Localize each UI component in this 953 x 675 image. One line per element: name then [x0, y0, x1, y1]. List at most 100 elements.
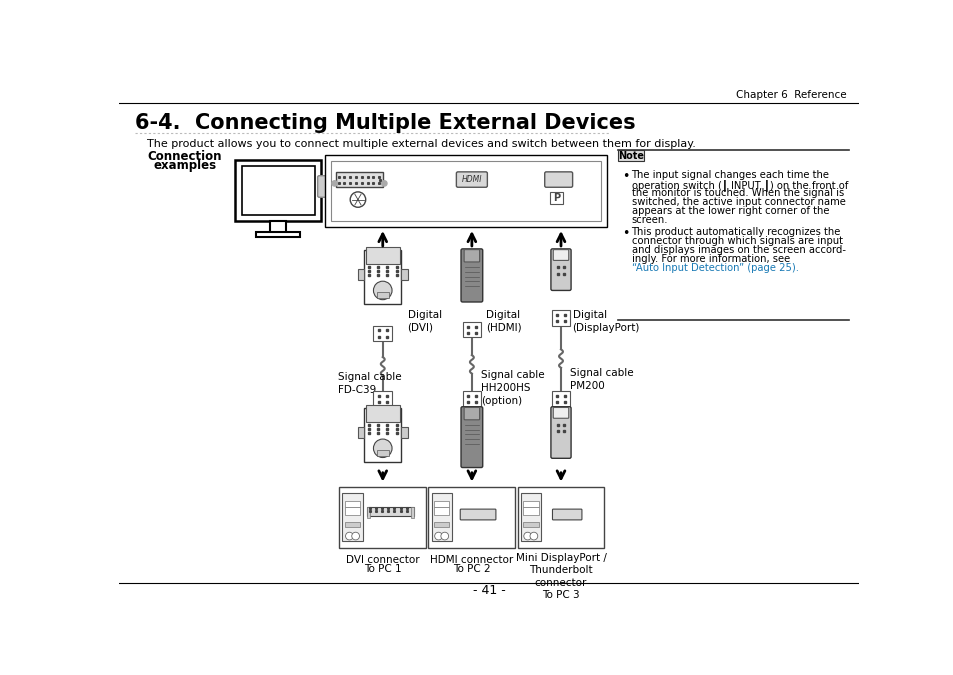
Bar [382, 252, 387, 256]
Text: Chapter 6  Reference: Chapter 6 Reference [735, 90, 845, 100]
Bar [382, 410, 387, 414]
Text: This product automatically recognizes the: This product automatically recognizes th… [631, 227, 840, 238]
Text: HDMI: HDMI [461, 175, 481, 184]
FancyBboxPatch shape [552, 509, 581, 520]
Bar [357, 427, 364, 437]
Bar [339, 487, 426, 548]
Bar [520, 493, 540, 541]
FancyBboxPatch shape [456, 172, 487, 187]
FancyBboxPatch shape [460, 407, 482, 468]
Text: operation switch (┃ INPUT ┃) on the front of: operation switch (┃ INPUT ┃) on the fron… [631, 179, 847, 191]
Text: •: • [621, 227, 628, 240]
Text: appears at the lower right corner of the: appears at the lower right corner of the [631, 206, 828, 216]
Bar [344, 522, 360, 526]
Bar [551, 310, 570, 326]
Text: and displays images on the screen accord-: and displays images on the screen accord… [631, 245, 844, 255]
Bar [390, 410, 394, 414]
Text: Digital
(DVI): Digital (DVI) [407, 310, 441, 333]
Circle shape [345, 532, 353, 540]
Bar [331, 161, 600, 221]
Bar [434, 507, 449, 514]
Bar [522, 507, 537, 514]
Circle shape [373, 281, 392, 300]
Bar [410, 507, 414, 518]
Bar [401, 427, 407, 437]
Bar [324, 155, 607, 227]
Circle shape [381, 181, 387, 186]
Circle shape [373, 439, 392, 458]
Bar [462, 322, 480, 338]
Text: Digital
(DisplayPort): Digital (DisplayPort) [572, 310, 639, 333]
Bar [342, 493, 362, 541]
Text: HDMI connector: HDMI connector [430, 556, 513, 566]
Bar [401, 269, 407, 279]
Bar [367, 507, 370, 518]
Bar [364, 408, 401, 462]
Bar [357, 269, 364, 279]
Bar [431, 493, 452, 541]
FancyBboxPatch shape [550, 407, 571, 458]
Bar [256, 232, 299, 236]
Bar [367, 507, 414, 516]
Bar [373, 326, 392, 342]
Text: ingly. For more information, see: ingly. For more information, see [631, 254, 789, 264]
FancyBboxPatch shape [553, 408, 568, 418]
FancyBboxPatch shape [459, 509, 496, 520]
FancyBboxPatch shape [550, 249, 571, 290]
Bar [235, 159, 320, 221]
Bar [364, 250, 401, 304]
Text: P: P [552, 193, 559, 203]
Bar [344, 507, 360, 514]
Bar [522, 522, 537, 526]
Text: The product allows you to connect multiple external devices and switch between t: The product allows you to connect multip… [147, 139, 696, 149]
Text: screen.: screen. [631, 215, 667, 225]
Bar [375, 252, 380, 256]
Bar [335, 172, 382, 187]
Bar [376, 292, 389, 298]
Bar [462, 392, 480, 407]
Text: Signal cable
PM200: Signal cable PM200 [570, 368, 633, 391]
Circle shape [350, 192, 365, 207]
Bar [376, 450, 389, 456]
Text: Note: Note [618, 151, 643, 161]
Text: The input signal changes each time the: The input signal changes each time the [631, 170, 829, 180]
Circle shape [530, 532, 537, 540]
Bar [344, 501, 360, 507]
Text: “Auto Input Detection” (page 25).: “Auto Input Detection” (page 25). [631, 263, 798, 273]
Circle shape [352, 532, 359, 540]
Text: the monitor is touched. When the signal is: the monitor is touched. When the signal … [631, 188, 842, 198]
Bar [428, 487, 515, 548]
Text: To PC 1: To PC 1 [363, 564, 401, 574]
Text: 6-4.  Connecting Multiple External Devices: 6-4. Connecting Multiple External Device… [134, 113, 635, 134]
Text: Digital
(HDMI): Digital (HDMI) [485, 310, 521, 333]
Bar [617, 151, 643, 161]
FancyBboxPatch shape [317, 176, 335, 197]
Circle shape [440, 532, 448, 540]
Text: Signal cable
FD-C39: Signal cable FD-C39 [337, 372, 401, 396]
FancyBboxPatch shape [464, 408, 479, 420]
Text: •: • [621, 170, 628, 184]
Bar [522, 501, 537, 507]
Bar [365, 247, 399, 264]
Bar [390, 252, 394, 256]
Text: Signal cable
HH200HS
(option): Signal cable HH200HS (option) [480, 370, 544, 406]
FancyBboxPatch shape [544, 172, 572, 187]
Circle shape [435, 532, 442, 540]
Text: examples: examples [153, 159, 216, 172]
Bar [375, 410, 380, 414]
Text: DVI connector: DVI connector [346, 556, 419, 566]
Text: Connection: Connection [147, 150, 221, 163]
Text: Mini DisplayPort /
Thunderbolt
connector
To PC 3: Mini DisplayPort / Thunderbolt connector… [515, 553, 606, 600]
Bar [434, 501, 449, 507]
Circle shape [332, 181, 337, 186]
Bar [551, 392, 570, 407]
Bar [517, 487, 604, 548]
Bar [365, 405, 399, 422]
Text: To PC 2: To PC 2 [453, 564, 490, 574]
Bar [241, 165, 314, 215]
Bar [434, 522, 449, 526]
Circle shape [523, 532, 531, 540]
FancyBboxPatch shape [464, 250, 479, 262]
Text: - 41 -: - 41 - [472, 585, 505, 597]
Bar [373, 392, 392, 407]
